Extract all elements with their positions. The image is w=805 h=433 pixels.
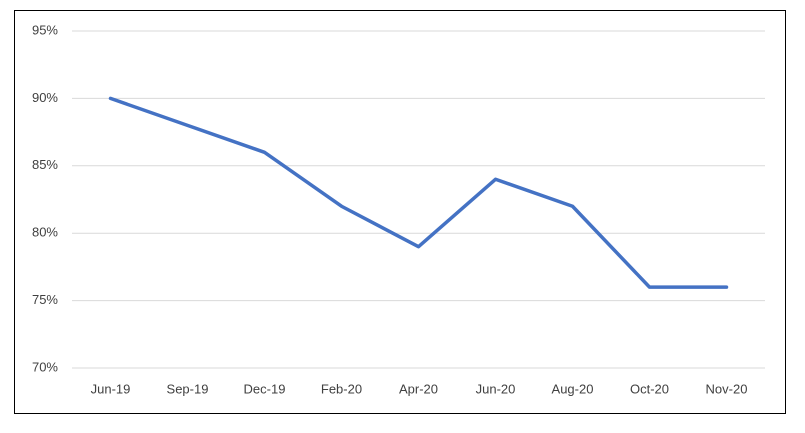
data-line: [108, 96, 729, 289]
x-tick-label: Jun-19: [91, 381, 131, 396]
x-tick-label: Dec-19: [244, 381, 286, 396]
y-tick-label: 85%: [32, 157, 58, 172]
y-tick-label: 90%: [32, 90, 58, 105]
y-tick-label: 95%: [32, 22, 58, 37]
x-tick-label: Jun-20: [476, 381, 516, 396]
y-tick-label: 75%: [32, 292, 58, 307]
x-tick-label: Aug-20: [552, 381, 594, 396]
x-tick-label: Feb-20: [321, 381, 362, 396]
x-tick-label: Nov-20: [706, 381, 748, 396]
x-tick-label: Oct-20: [630, 381, 669, 396]
x-tick-label: Sep-19: [167, 381, 209, 396]
x-tick-label: Apr-20: [399, 381, 438, 396]
y-tick-label: 70%: [32, 359, 58, 374]
y-tick-label: 80%: [32, 225, 58, 240]
chart-frame: [14, 10, 786, 414]
